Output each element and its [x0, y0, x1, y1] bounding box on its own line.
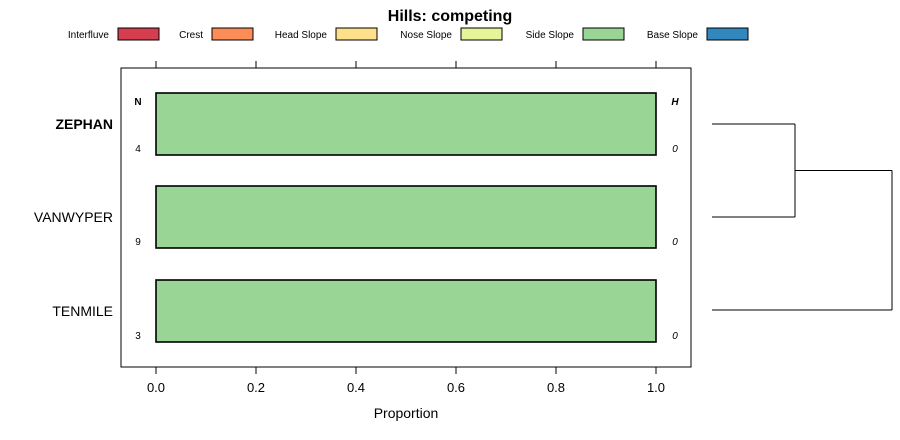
- n-value: 4: [135, 144, 141, 155]
- category-label: ZEPHAN: [55, 116, 113, 132]
- legend-swatch-base-slope: [706, 27, 749, 41]
- x-axis-title: Proportion: [374, 405, 439, 421]
- n-value: 9: [135, 237, 141, 248]
- x-tick-label: 0.4: [347, 380, 365, 395]
- bar-row-zephan: ZEPHAN 4 0: [55, 92, 678, 156]
- bar-rows: ZEPHAN 4 0 VANWYPER 9 0 TENMILE 3 0: [34, 92, 678, 343]
- legend-swatch-head-slope: [335, 27, 378, 41]
- bar-segment-vanwyper-side-slope: [155, 185, 657, 249]
- legend-label-interfluve: Interfluve: [68, 30, 110, 41]
- h-header: H: [671, 97, 679, 108]
- category-label: TENMILE: [52, 303, 113, 319]
- h-value: 0: [672, 237, 678, 248]
- legend-swatch-nose-slope: [460, 27, 503, 41]
- n-value: 3: [135, 331, 141, 342]
- legend-label-side-slope: Side Slope: [526, 30, 575, 41]
- dendrogram: [712, 123, 893, 311]
- bar-segment-tenmile-side-slope: [155, 279, 657, 343]
- legend-label-nose-slope: Nose Slope: [400, 30, 452, 41]
- x-tick-label: 0.0: [147, 380, 165, 395]
- legend-label-head-slope: Head Slope: [275, 30, 328, 41]
- legend-label-crest: Crest: [179, 30, 203, 41]
- x-tick-label: 0.6: [447, 380, 465, 395]
- legend-swatch-interfluve: [117, 27, 160, 41]
- legend-swatch-crest: [211, 27, 254, 41]
- top-axis: [155, 61, 657, 68]
- x-tick-label: 0.2: [247, 380, 265, 395]
- category-label: VANWYPER: [34, 209, 113, 225]
- x-tick-label: 1.0: [647, 380, 665, 395]
- bar-row-vanwyper: VANWYPER 9 0: [34, 185, 678, 249]
- n-header: N: [134, 97, 141, 108]
- h-value: 0: [672, 331, 678, 342]
- legend-swatch-side-slope: [582, 27, 625, 41]
- legend-label-base-slope: Base Slope: [647, 30, 699, 41]
- h-value: 0: [672, 144, 678, 155]
- bar-segment-zephan-side-slope: [155, 92, 657, 156]
- bottom-axis: 0.0 0.2 0.4 0.6 0.8 1.0: [147, 367, 665, 395]
- bar-row-tenmile: TENMILE 3 0: [52, 279, 678, 343]
- chart-title: Hills: competing: [388, 8, 512, 25]
- plot-frame: [120, 67, 692, 368]
- legend: Interfluve Crest Head Slope Nose Slope Side …: [68, 27, 749, 41]
- x-tick-label: 0.8: [547, 380, 565, 395]
